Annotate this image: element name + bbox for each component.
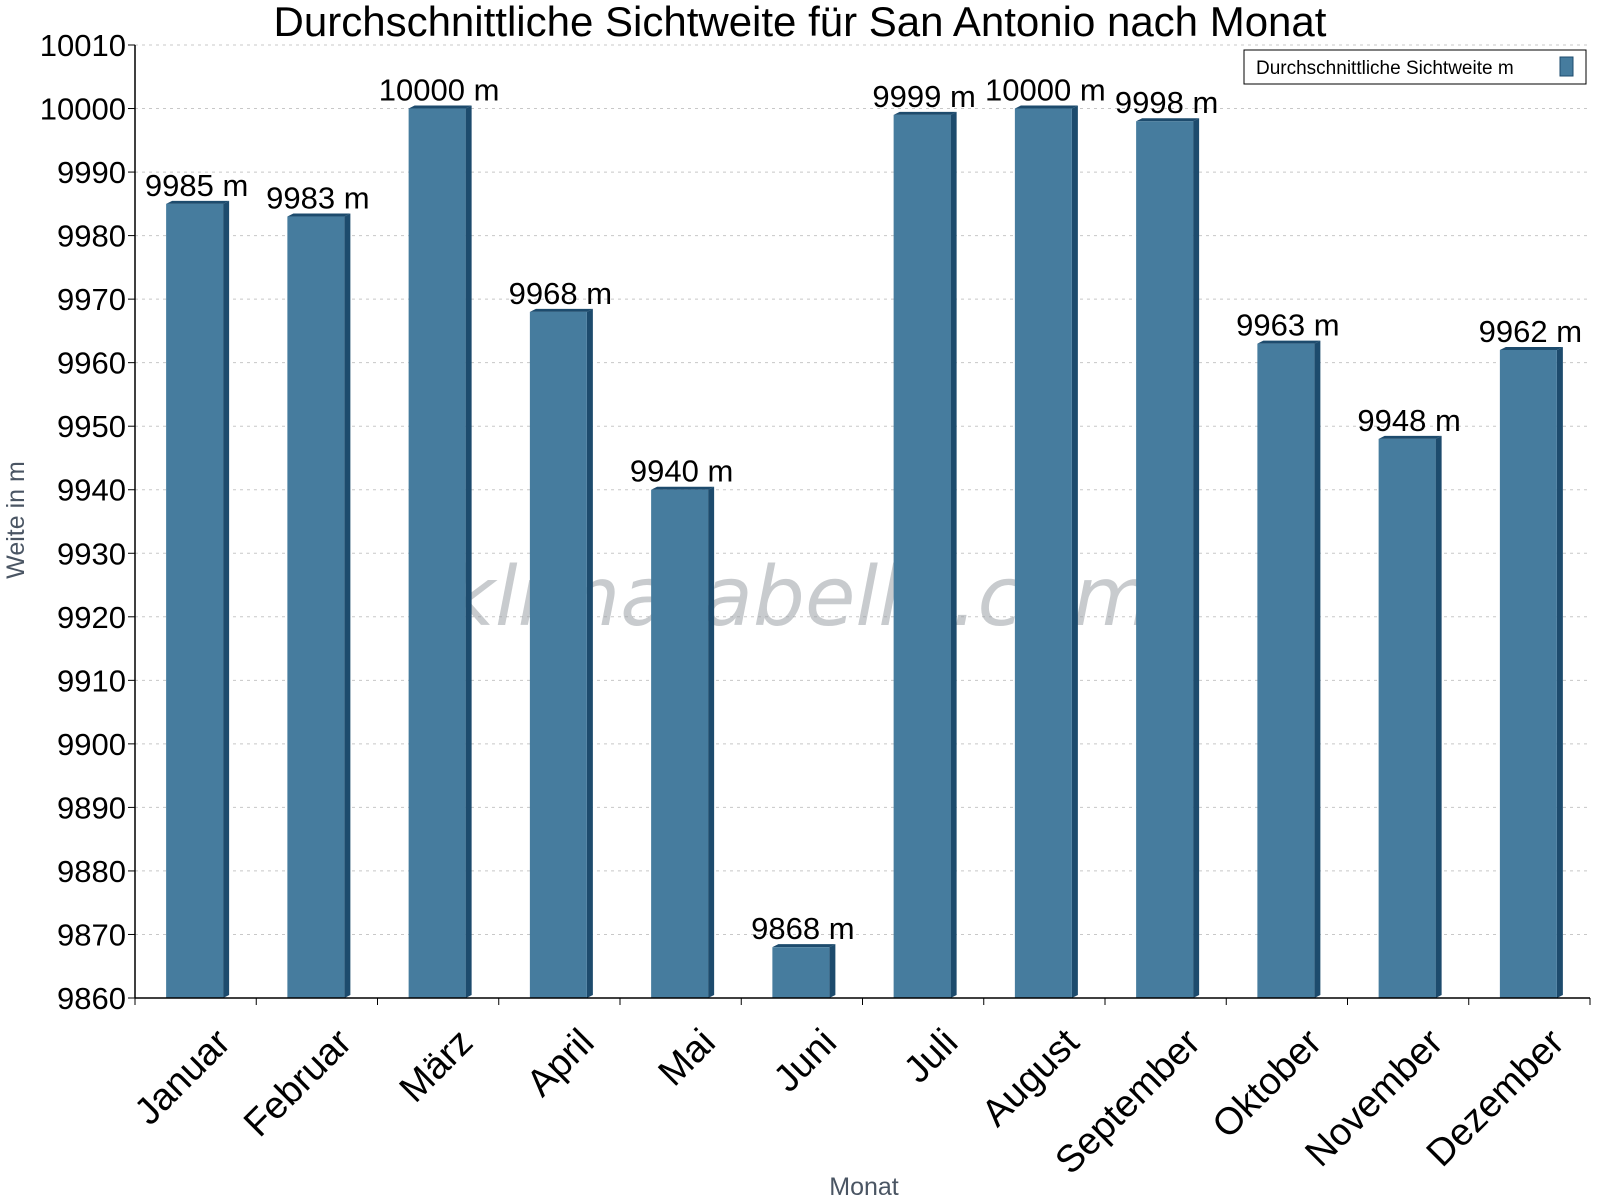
bar	[1014, 105, 1078, 999]
bar-top	[1014, 105, 1078, 109]
bar-top	[893, 111, 957, 115]
bar-side	[1556, 346, 1563, 999]
bar	[1136, 118, 1200, 999]
y-tick-label: 9960	[57, 346, 126, 381]
bar-top	[651, 486, 715, 490]
y-axis-title: Weite in m	[2, 461, 30, 579]
bar-side	[465, 105, 472, 999]
data-label: 9999 m	[872, 79, 975, 114]
data-label: 9962 m	[1479, 314, 1582, 349]
data-label: 10000 m	[379, 73, 500, 108]
bar-face	[287, 216, 345, 999]
x-axis-title: Monat	[829, 1173, 899, 1200]
bar	[529, 308, 593, 999]
bar-side	[1071, 105, 1078, 999]
y-tick-label: 10000	[40, 92, 126, 127]
x-tick-label: März	[392, 1021, 481, 1110]
y-tick-label: 9990	[57, 155, 126, 190]
legend-label: Durchschnittliche Sichtweite m	[1256, 58, 1514, 79]
bar-side	[586, 308, 593, 999]
bar-face	[408, 108, 466, 999]
bar-top	[287, 213, 351, 217]
bars: 9985 m 9983 m 10000 m 9968 m 9940 m 9868 m 999…	[145, 73, 1582, 999]
bar-top	[529, 308, 593, 312]
bar	[408, 105, 472, 999]
x-tick-label: Juli	[896, 1021, 966, 1091]
data-label: 9985 m	[145, 168, 248, 203]
y-tick-label: 9920	[57, 600, 126, 635]
y-tick-label: 9890	[57, 790, 126, 825]
bar	[772, 944, 836, 998]
y-tick-label: 9880	[57, 854, 126, 889]
bar-face	[1014, 108, 1072, 999]
y-tick-label: 9930	[57, 536, 126, 571]
bar	[1378, 435, 1442, 998]
bar-side	[223, 200, 230, 999]
bar-face	[1378, 438, 1436, 998]
bar-top	[408, 105, 472, 109]
legend-box	[1243, 49, 1587, 85]
bar-side	[708, 486, 715, 998]
y-axis-ticks: 9860 9870 9880 9890 9900 9910 9920 9930 9940 9950…	[40, 28, 135, 1016]
y-tick-label: 10010	[40, 28, 126, 63]
bar-side	[829, 944, 836, 998]
y-tick-label: 9900	[57, 727, 126, 762]
x-tick-label: Februar	[236, 1021, 360, 1145]
x-tick-label: Oktober	[1205, 1021, 1331, 1147]
chart-title: Durchschnittliche Sichtweite für San Ant…	[274, 0, 1327, 45]
y-tick-label: 9940	[57, 473, 126, 508]
bar-top	[1378, 435, 1442, 439]
data-label: 9940 m	[630, 454, 733, 489]
bar-side	[1314, 340, 1321, 998]
data-label: 9963 m	[1236, 308, 1339, 343]
x-tick-label: August	[974, 1021, 1088, 1135]
bar-face	[1257, 343, 1315, 998]
bar-top	[1257, 340, 1321, 344]
legend: Durchschnittliche Sichtweite m	[1243, 49, 1587, 85]
y-tick-label: 9860	[57, 981, 126, 1016]
bar-top	[772, 944, 836, 948]
bar-face	[1499, 349, 1557, 999]
bar	[166, 200, 230, 999]
x-tick-label: Juni	[766, 1021, 845, 1100]
bar-side	[1435, 435, 1442, 998]
bar	[1257, 340, 1321, 998]
bar-side	[1193, 118, 1200, 999]
data-label: 9968 m	[509, 276, 612, 311]
y-tick-label: 9970	[57, 282, 126, 317]
bar-face	[772, 947, 830, 998]
bar	[893, 111, 957, 999]
data-label: 9868 m	[751, 911, 854, 946]
bar	[651, 486, 715, 998]
bar-face	[893, 114, 951, 999]
bar-side	[950, 111, 957, 999]
bar-face	[529, 311, 587, 999]
bar-top	[1136, 118, 1200, 122]
y-tick-label: 9950	[57, 409, 126, 444]
y-tick-label: 9980	[57, 219, 126, 254]
legend-swatch	[1559, 56, 1574, 77]
data-label: 10000 m	[985, 73, 1106, 108]
y-tick-label: 9910	[57, 663, 126, 698]
x-tick-label: Januar	[127, 1021, 239, 1133]
bar	[287, 213, 351, 999]
bar-side	[344, 213, 351, 999]
data-label: 9983 m	[266, 181, 369, 216]
bar-top	[1499, 346, 1563, 350]
bar	[1499, 346, 1563, 999]
bar-face	[1136, 121, 1194, 999]
bar-top	[166, 200, 230, 204]
x-tick-label: Mai	[651, 1021, 724, 1094]
bar-face	[651, 489, 709, 998]
bar-face	[166, 203, 224, 999]
grid-lines	[135, 44, 1590, 935]
data-label: 9998 m	[1115, 85, 1218, 120]
y-tick-label: 9870	[57, 917, 126, 952]
x-tick-label: April	[519, 1021, 602, 1104]
data-label: 9948 m	[1357, 403, 1460, 438]
